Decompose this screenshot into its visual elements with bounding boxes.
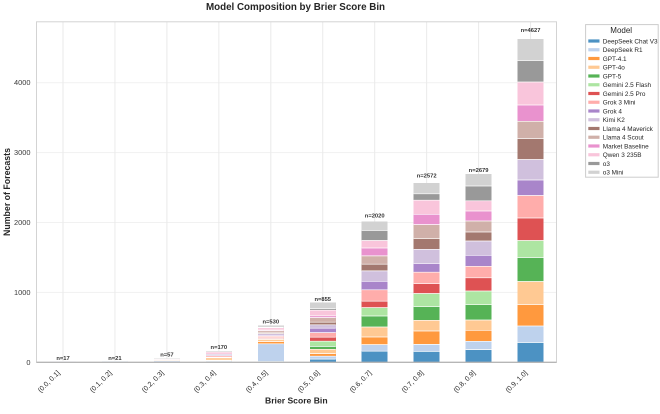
svg-text:Kimi K2: Kimi K2 [603, 117, 625, 124]
svg-text:o3: o3 [603, 161, 611, 168]
svg-text:Model Composition by Brier Sco: Model Composition by Brier Score Bin [206, 2, 385, 13]
svg-text:n=57: n=57 [160, 353, 173, 359]
svg-text:DeepSeek R1: DeepSeek R1 [603, 47, 643, 54]
svg-text:n=4627: n=4627 [521, 28, 541, 34]
svg-text:Number of Forecasts: Number of Forecasts [2, 148, 12, 236]
svg-text:n=530: n=530 [262, 319, 279, 325]
svg-text:Gemini 2.5 Flash: Gemini 2.5 Flash [603, 82, 652, 89]
svg-text:n=2679: n=2679 [469, 168, 490, 174]
svg-text:n=2572: n=2572 [417, 174, 437, 180]
svg-text:Grok 4: Grok 4 [603, 108, 623, 115]
svg-text:Llama 4 Scout: Llama 4 Scout [603, 135, 644, 142]
svg-text:n=170: n=170 [211, 345, 228, 351]
svg-text:GPT-4.1: GPT-4.1 [603, 56, 627, 63]
svg-text:Gemini 2.5 Pro: Gemini 2.5 Pro [603, 91, 646, 98]
svg-text:4000: 4000 [14, 78, 30, 87]
svg-text:n=2020: n=2020 [365, 214, 385, 220]
svg-text:0: 0 [26, 358, 30, 367]
svg-text:n=21: n=21 [108, 356, 122, 362]
svg-text:n=855: n=855 [314, 297, 331, 303]
svg-text:GPT-5: GPT-5 [603, 73, 622, 80]
svg-text:GPT-4o: GPT-4o [603, 65, 625, 72]
svg-text:3000: 3000 [14, 148, 30, 157]
svg-text:o3 Mini: o3 Mini [603, 170, 624, 177]
svg-text:1000: 1000 [14, 288, 30, 297]
svg-text:n=17: n=17 [56, 356, 69, 362]
svg-text:Model: Model [610, 26, 632, 35]
svg-text:Market Baseline: Market Baseline [603, 143, 649, 150]
svg-text:Qwen 3 235B: Qwen 3 235B [603, 152, 642, 159]
svg-text:Llama 4 Maverick: Llama 4 Maverick [603, 126, 654, 133]
svg-text:2000: 2000 [14, 218, 30, 227]
svg-text:Grok 3 Mini: Grok 3 Mini [603, 100, 636, 107]
svg-text:Brier Score Bin: Brier Score Bin [265, 395, 328, 405]
svg-text:DeepSeek Chat V3: DeepSeek Chat V3 [603, 38, 658, 45]
